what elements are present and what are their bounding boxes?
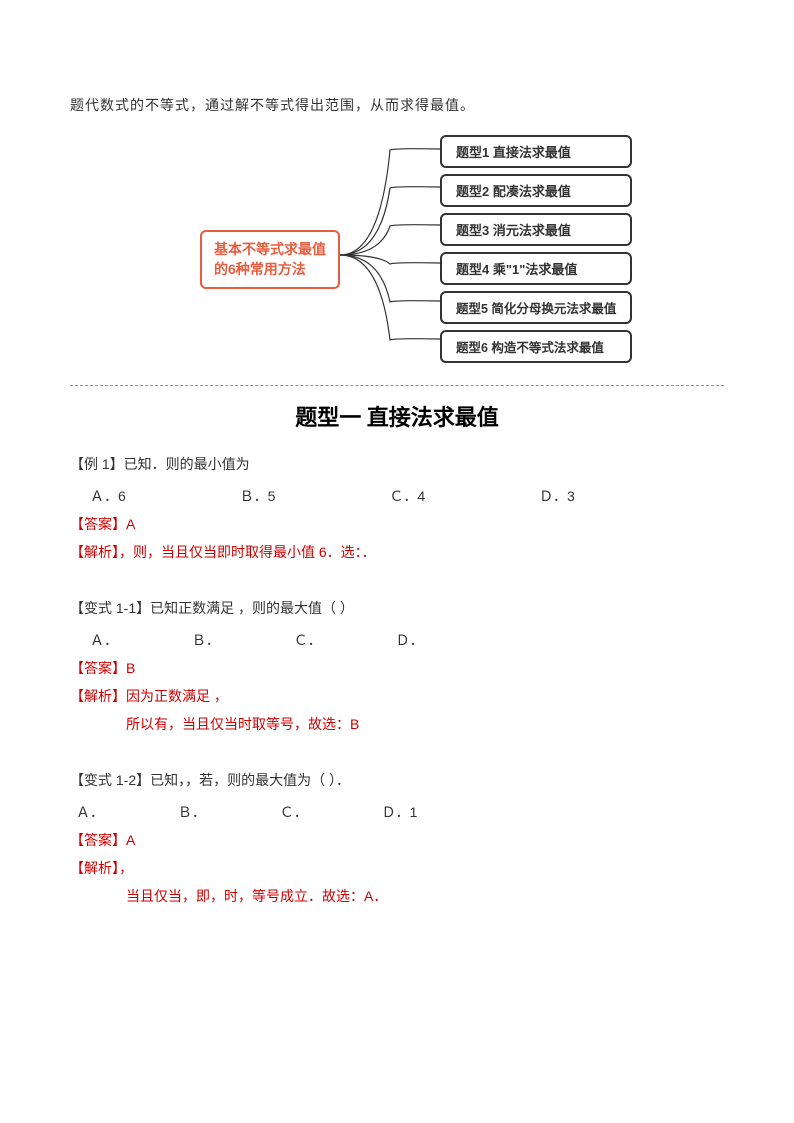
problem-variant-1-1: 【变式 1-1】已知正数满足 ，则的最大值（ ） Ａ． Ｂ． Ｃ． Ｄ． 【答案… (70, 594, 724, 738)
option-a: Ａ． (76, 798, 104, 826)
branch-node-5: 题型5 简化分母换元法求最值 (440, 291, 632, 324)
analysis-text-1: ， (119, 860, 133, 876)
answer-line: 【答案】A (70, 510, 724, 538)
root-line-2: 的6种常用方法 (214, 261, 306, 277)
option-b: Ｂ． (178, 798, 206, 826)
section-divider (70, 385, 724, 386)
answer-label: 【答案】 (70, 832, 126, 848)
branch-node-2: 题型2 配凑法求最值 (440, 174, 632, 207)
answer-value: A (126, 516, 135, 532)
diagram-connectors (340, 135, 450, 375)
analysis-line-2: 所以有，当且仅当时取等号，故选：B (70, 710, 724, 738)
mindmap-diagram: 基本不等式求最值 的6种常用方法 题型1 直接法求最值 题型2 配凑法求最值 题… (150, 135, 724, 375)
option-a: Ａ． (90, 626, 118, 654)
answer-value: B (126, 660, 135, 676)
analysis-text: ，则，当且仅当即时取得最小值 6．选：． (119, 544, 376, 560)
option-c: Ｃ． (280, 798, 308, 826)
branch-node-4: 题型4 乘"1"法求最值 (440, 252, 632, 285)
intro-text: 题代数式的不等式，通过解不等式得出范围，从而求得最值。 (70, 95, 724, 115)
problem-options: Ａ． Ｂ． Ｃ． Ｄ．1 (70, 798, 724, 826)
answer-label: 【答案】 (70, 660, 126, 676)
branch-node-3: 题型3 消元法求最值 (440, 213, 632, 246)
analysis-text-1: 因为正数满足 ， (126, 688, 228, 704)
problem-options: Ａ．6 Ｂ．5 Ｃ．4 Ｄ．3 (70, 482, 724, 510)
problem-stem: 【变式 1-1】已知正数满足 ，则的最大值（ ） (70, 594, 724, 622)
analysis-label: 【解析】 (70, 544, 119, 560)
analysis-line-1: 【解析】因为正数满足 ， (70, 682, 724, 710)
option-c: Ｃ． (294, 626, 322, 654)
section-title: 题型一 直接法求最值 (70, 400, 724, 432)
diagram-root-node: 基本不等式求最值 的6种常用方法 (200, 230, 340, 289)
problem-stem: 【变式 1-2】已知，，若，则的最大值为（ ）． (70, 766, 724, 794)
answer-label: 【答案】 (70, 516, 126, 532)
diagram-branches: 题型1 直接法求最值 题型2 配凑法求最值 题型3 消元法求最值 题型4 乘"1… (440, 135, 632, 363)
answer-line: 【答案】A (70, 826, 724, 854)
analysis-line-1: 【解析】， (70, 854, 724, 882)
answer-line: 【答案】B (70, 654, 724, 682)
answer-value: A (126, 832, 135, 848)
branch-node-6: 题型6 构造不等式法求最值 (440, 330, 632, 363)
option-d: Ｄ．1 (382, 798, 418, 826)
option-c: Ｃ．4 (389, 482, 425, 510)
analysis-label: 【解析】 (70, 860, 119, 876)
problem-variant-1-2: 【变式 1-2】已知，，若，则的最大值为（ ）． Ａ． Ｂ． Ｃ． Ｄ．1 【答… (70, 766, 724, 910)
option-d: Ｄ．3 (539, 482, 575, 510)
branch-node-1: 题型1 直接法求最值 (440, 135, 632, 168)
option-a: Ａ．6 (90, 482, 126, 510)
analysis-line: 【解析】，则，当且仅当即时取得最小值 6．选：． (70, 538, 724, 566)
option-b: Ｂ．5 (240, 482, 276, 510)
root-line-1: 基本不等式求最值 (214, 241, 326, 257)
option-b: Ｂ． (192, 626, 220, 654)
analysis-line-2: 当且仅当，即，时，等号成立．故选：A． (70, 882, 724, 910)
problem-options: Ａ． Ｂ． Ｃ． Ｄ． (70, 626, 724, 654)
problem-stem: 【例 1】已知．则的最小值为 (70, 450, 724, 478)
problem-example-1: 【例 1】已知．则的最小值为 Ａ．6 Ｂ．5 Ｃ．4 Ｄ．3 【答案】A 【解析… (70, 450, 724, 566)
analysis-label: 【解析】 (70, 688, 126, 704)
option-d: Ｄ． (396, 626, 424, 654)
